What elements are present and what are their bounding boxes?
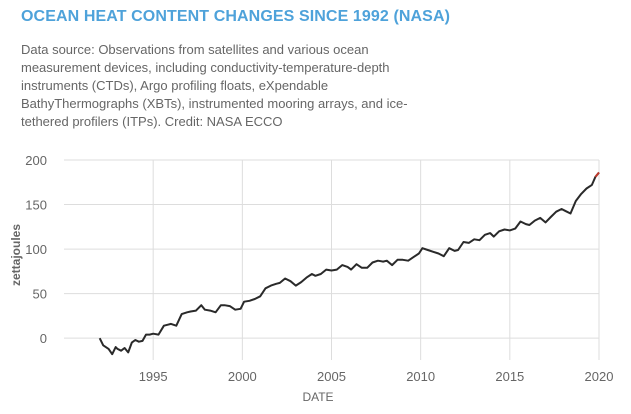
y-tick-label: 100 [25, 242, 47, 257]
x-tick-label: 2010 [406, 369, 435, 384]
y-axis-ticks: 0 50 100 150 200 [25, 153, 47, 346]
y-tick-label: 50 [33, 287, 47, 302]
x-tick-label: 2005 [317, 369, 346, 384]
y-axis-label: zettajoules [9, 224, 23, 286]
series-line [98, 171, 600, 356]
x-tick-label: 2000 [228, 369, 257, 384]
series-end-highlight [594, 171, 600, 178]
x-tick-label: 2015 [495, 369, 524, 384]
y-tick-label: 200 [25, 153, 47, 168]
x-axis-label: DATE [302, 390, 333, 404]
y-tick-label: 0 [40, 331, 47, 346]
x-tick-label: 1995 [139, 369, 168, 384]
data-source-description: Data source: Observations from satellite… [21, 42, 408, 129]
chart-title: OCEAN HEAT CONTENT CHANGES SINCE 1992 (N… [21, 8, 451, 25]
x-axis-ticks: 1995 2000 2005 2010 2015 2020 [139, 369, 614, 384]
x-tick-label: 2020 [585, 369, 614, 384]
grid-lines [64, 159, 600, 360]
y-tick-label: 150 [25, 198, 47, 213]
